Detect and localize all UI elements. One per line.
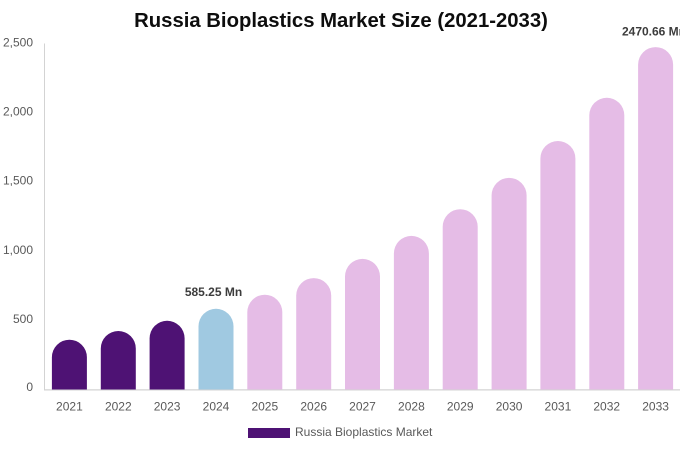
svg-text:1,500: 1,500	[3, 174, 33, 188]
svg-text:2,000: 2,000	[3, 105, 33, 119]
svg-text:2027: 2027	[349, 399, 376, 413]
svg-text:585.25 Mn: 585.25 Mn	[185, 285, 242, 299]
svg-text:2023: 2023	[154, 399, 181, 413]
svg-text:2026: 2026	[300, 399, 327, 413]
svg-text:2029: 2029	[447, 399, 474, 413]
svg-text:2470.66 Mn: 2470.66 Mn	[622, 25, 680, 39]
svg-text:2021: 2021	[56, 399, 83, 413]
svg-text:2,500: 2,500	[3, 35, 33, 49]
svg-text:1,000: 1,000	[3, 243, 33, 257]
svg-text:2031: 2031	[545, 399, 572, 413]
svg-text:Russia Bioplastics Market Size: Russia Bioplastics Market Size (2021-203…	[134, 10, 548, 32]
svg-text:2032: 2032	[593, 399, 620, 413]
svg-text:2022: 2022	[105, 399, 132, 413]
svg-text:2028: 2028	[398, 399, 425, 413]
svg-text:2033: 2033	[642, 399, 669, 413]
svg-text:2030: 2030	[496, 399, 523, 413]
svg-text:Russia Bioplastics Market: Russia Bioplastics Market	[295, 425, 433, 439]
svg-text:0: 0	[26, 380, 33, 394]
svg-text:2025: 2025	[251, 399, 278, 413]
svg-text:2024: 2024	[203, 399, 230, 413]
svg-text:500: 500	[13, 312, 33, 326]
